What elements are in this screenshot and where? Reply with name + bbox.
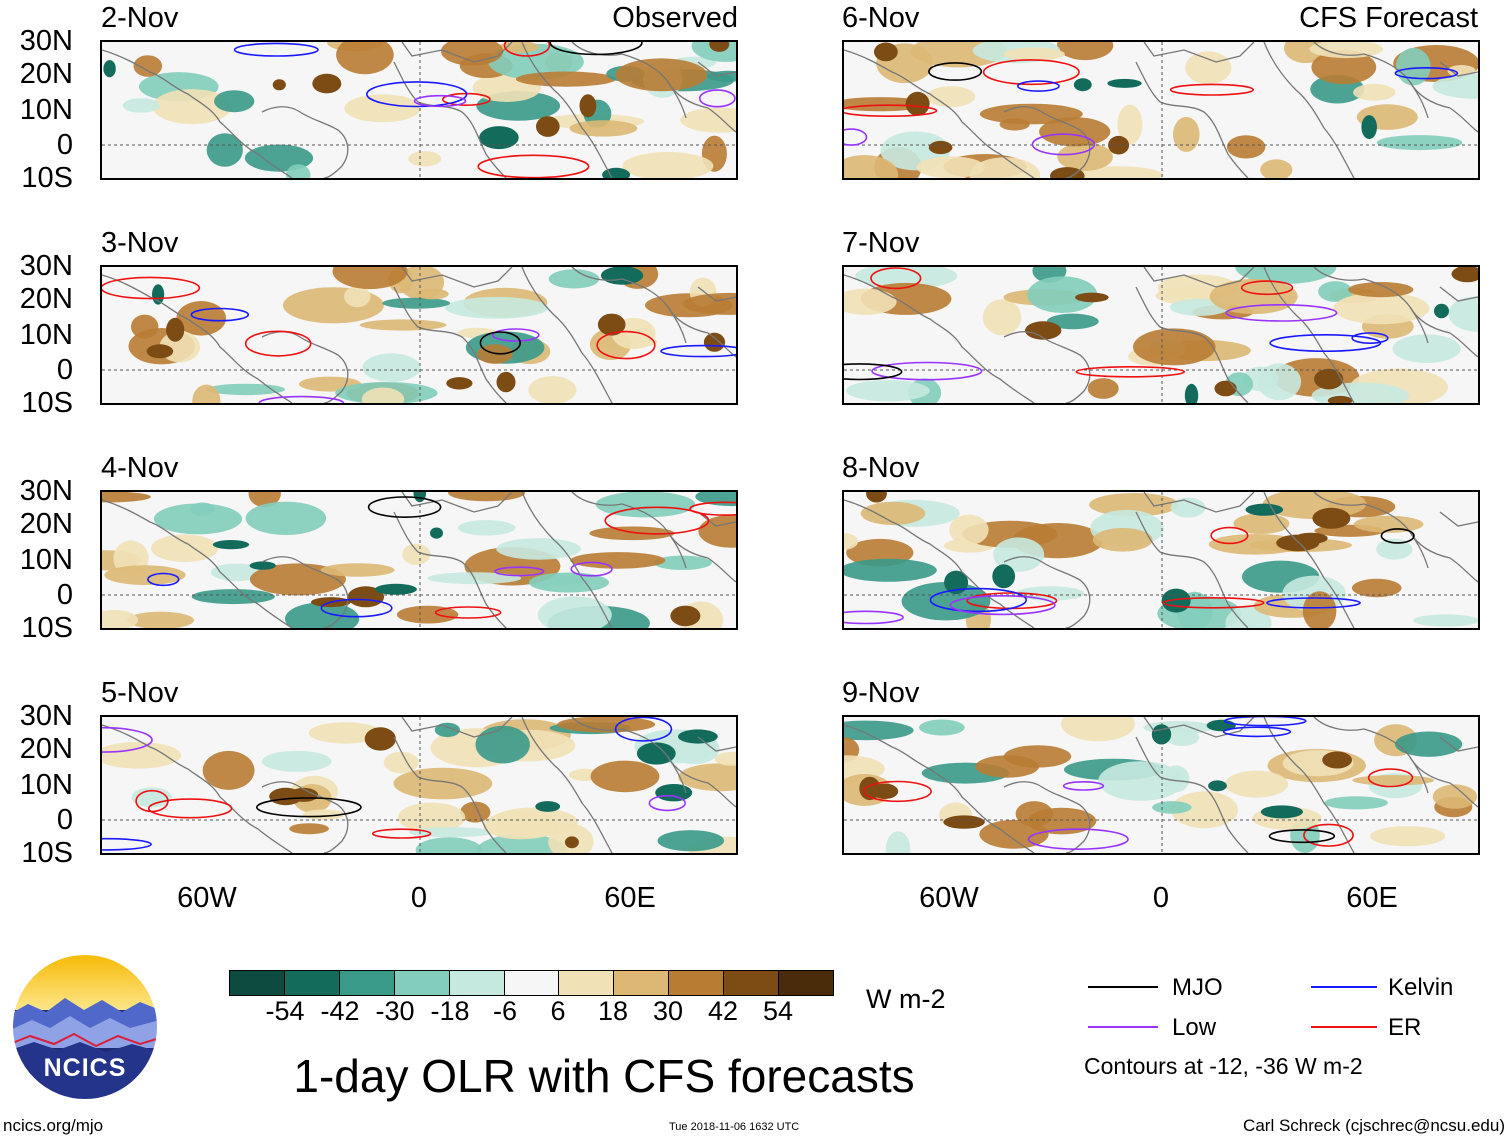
olr-map-forecast-3 [842, 490, 1480, 630]
lat-label-0: 0 [56, 354, 73, 386]
lat-label-0: 0 [56, 579, 73, 611]
olr-field [844, 267, 1478, 403]
colorbar-tick: -42 [320, 996, 360, 1026]
olr-field [102, 717, 736, 853]
lon-label-60e: 60E [1346, 882, 1398, 914]
colorbar-swatch [613, 971, 669, 995]
olr-field [844, 42, 1478, 178]
lat-label-10n: 10N [19, 319, 73, 351]
lat-label-10s: 10S [21, 162, 73, 194]
colorbar-tick: -30 [375, 996, 415, 1026]
forecast-label: CFS Forecast [1299, 2, 1478, 34]
olr-field [844, 717, 1478, 853]
panel-date-observed-4: 5-Nov [101, 677, 179, 709]
lat-label-20n: 20N [19, 58, 73, 90]
panel-date-forecast-3: 8-Nov [842, 452, 920, 484]
chart-title: 1-day OLR with CFS forecasts [293, 1050, 915, 1102]
lat-label-0: 0 [56, 129, 73, 161]
legend-label-mjo: MJO [1172, 974, 1223, 1001]
panel-date-forecast-4: 9-Nov [842, 677, 920, 709]
footer-timestamp: Tue 2018-11-06 1632 UTC [669, 1121, 800, 1133]
panel-date-observed-1: 2-Nov [101, 2, 179, 34]
legend-line-mjo [1088, 986, 1158, 988]
observed-label: Observed [612, 2, 738, 34]
footer-credit: Carl Schreck (cjschrec@ncsu.edu) [1243, 1116, 1505, 1135]
lat-label-20n: 20N [19, 733, 73, 765]
lat-label-30n: 30N [19, 25, 73, 57]
colorbar-swatch [393, 971, 449, 995]
legend-line-er [1311, 1026, 1377, 1028]
colorbar-swatch [723, 971, 779, 995]
lon-label-60w: 60W [177, 882, 237, 914]
colorbar-tick: -54 [265, 996, 305, 1026]
lat-label-0: 0 [56, 804, 73, 836]
lat-label-10n: 10N [19, 769, 73, 801]
colorbar-swatch [448, 971, 504, 995]
colorbar-unit: W m-2 [866, 984, 946, 1014]
legend-line-kelvin [1311, 986, 1377, 988]
olr-map-forecast-2 [842, 265, 1480, 405]
lat-label-10s: 10S [21, 387, 73, 419]
colorbar-swatch [230, 971, 284, 995]
olr-map-forecast-1 [842, 40, 1480, 180]
olr-map-observed-2 [100, 265, 738, 405]
lat-label-30n: 30N [19, 700, 73, 732]
colorbar-tick: -18 [430, 996, 470, 1026]
panel-date-forecast-1: 6-Nov [842, 2, 920, 34]
lon-label-60e: 60E [604, 882, 656, 914]
lon-label-0: 0 [410, 882, 428, 914]
olr-field [102, 267, 736, 403]
lat-label-10s: 10S [21, 837, 73, 869]
legend-label-low: Low [1172, 1014, 1217, 1041]
legend-label-kelvin: Kelvin [1388, 974, 1454, 1001]
ncics-logo: NCICS [10, 952, 160, 1102]
lon-label-60w: 60W [919, 882, 979, 914]
colorbar-tick: 6 [550, 996, 566, 1026]
lat-label-10s: 10S [21, 612, 73, 644]
logo-text: NCICS [43, 1054, 127, 1082]
lat-label-20n: 20N [19, 283, 73, 315]
colorbar-swatch [283, 971, 339, 995]
lat-label-30n: 30N [19, 250, 73, 282]
panel-date-observed-2: 3-Nov [101, 227, 179, 259]
olr-map-observed-3 [100, 490, 738, 630]
colorbar-tick: 54 [762, 996, 794, 1026]
lat-label-20n: 20N [19, 508, 73, 540]
olr-field [844, 492, 1478, 628]
olr-map-observed-4 [100, 715, 738, 855]
colorbar-tick: 18 [597, 996, 629, 1026]
colorbar [229, 970, 834, 996]
colorbar-swatch [668, 971, 724, 995]
colorbar-swatch [503, 971, 559, 995]
colorbar-tick: 42 [707, 996, 739, 1026]
lat-label-10n: 10N [19, 544, 73, 576]
olr-map-forecast-4 [842, 715, 1480, 855]
contour-note: Contours at -12, -36 W m-2 [1084, 1053, 1363, 1079]
legend-line-low [1088, 1026, 1158, 1028]
colorbar-swatch [778, 971, 833, 995]
colorbar-tick: -6 [492, 996, 517, 1026]
olr-map-observed-1 [100, 40, 738, 180]
olr-field [102, 42, 736, 178]
olr-field [102, 492, 736, 628]
colorbar-swatch [558, 971, 614, 995]
panel-date-observed-3: 4-Nov [101, 452, 179, 484]
panel-date-forecast-2: 7-Nov [842, 227, 920, 259]
colorbar-swatch [338, 971, 394, 995]
footer-url[interactable]: ncics.org/mjo [3, 1116, 104, 1135]
lat-label-10n: 10N [19, 94, 73, 126]
ncics-logo-icon [11, 953, 159, 1101]
lat-label-30n: 30N [19, 475, 73, 507]
legend-label-er: ER [1388, 1014, 1422, 1041]
lon-label-0: 0 [1152, 882, 1170, 914]
colorbar-tick: 30 [652, 996, 684, 1026]
